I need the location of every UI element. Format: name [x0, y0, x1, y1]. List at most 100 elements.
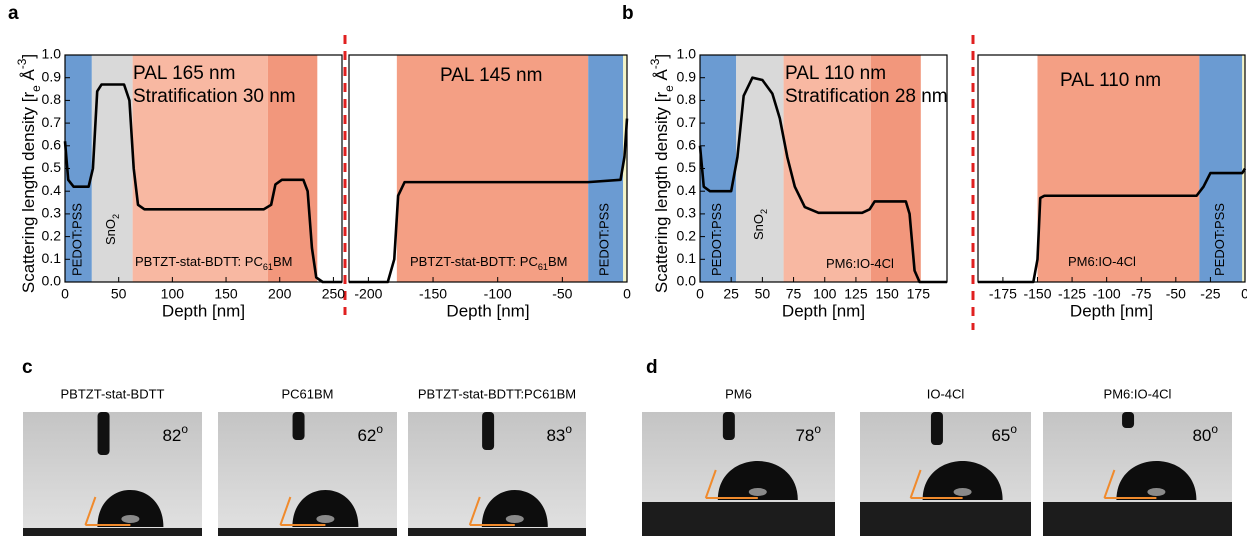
y-tick-label: 0.4 — [677, 182, 697, 198]
needle — [722, 412, 735, 440]
x-axis-label: Depth [nm] — [782, 301, 865, 320]
substrate — [1043, 502, 1232, 536]
layer-region — [1199, 55, 1243, 282]
text-part: 61 — [538, 262, 548, 272]
angle-value: 83 — [546, 426, 565, 445]
droplet-highlight — [316, 515, 335, 523]
photo-caption: PM6:IO-4Cl — [1104, 386, 1172, 401]
layer-region — [736, 55, 784, 282]
text-part: PAL 110 nm — [785, 63, 886, 84]
annotation: Stratification 30 nm — [133, 86, 296, 107]
layer-label: PEDOT:PSS — [597, 203, 612, 276]
x-tick-label: 125 — [844, 286, 868, 302]
angle-unit: o — [1010, 422, 1017, 436]
text-part: PM6:IO-4Cl — [1068, 254, 1136, 269]
droplet-highlight — [953, 488, 972, 496]
photo-caption: IO-4Cl — [927, 386, 965, 401]
y-tick-label: 0.1 — [677, 250, 697, 266]
x-tick-label: 100 — [813, 286, 837, 302]
x-tick-label: -75 — [1131, 286, 1151, 302]
x-tick-label: 250 — [322, 286, 346, 302]
text-part: ] — [19, 54, 38, 59]
text-part: BM — [273, 254, 293, 269]
x-tick-label: -100 — [484, 286, 512, 302]
droplet — [717, 461, 798, 500]
text-part: BM — [548, 254, 568, 269]
text-part: PAL 110 nm — [1060, 70, 1161, 91]
panel-label: c — [22, 357, 33, 378]
droplet — [292, 489, 359, 527]
angle-value: 80 — [1192, 426, 1211, 445]
droplet-highlight — [748, 488, 767, 496]
x-axis-label: Depth [nm] — [162, 301, 245, 320]
x-tick-label: 175 — [907, 286, 931, 302]
y-axis-label: Scattering length density [re Å-3] — [648, 54, 676, 293]
layer-region — [700, 55, 737, 282]
substrate — [408, 528, 586, 536]
text-part: e — [662, 85, 676, 92]
substrate — [860, 502, 1031, 536]
droplet-highlight — [1147, 488, 1166, 496]
text-part: PAL 165 nm — [133, 63, 235, 84]
needle — [292, 412, 305, 440]
droplet — [481, 489, 548, 527]
text-part: PBTZT-stat-BDTT: PC — [135, 254, 263, 269]
y-tick-label: 0.1 — [42, 250, 62, 266]
text-part: 2 — [112, 214, 122, 219]
angle-unit: o — [1211, 422, 1218, 436]
text-part: PEDOT:PSS — [710, 203, 725, 276]
y-tick-label: 0.2 — [677, 227, 697, 243]
angle-unit: o — [565, 422, 572, 436]
y-tick-label: 0.0 — [42, 273, 62, 289]
text-part: Stratification 28 nm — [785, 86, 948, 107]
text-part: -3 — [648, 58, 662, 69]
layer-label: PEDOT:PSS — [710, 203, 725, 276]
x-tick-label: 50 — [111, 286, 127, 302]
x-tick-label: -50 — [1166, 286, 1186, 302]
text-part: Å — [652, 69, 671, 86]
contact-angle: 62o — [357, 422, 383, 445]
annotation: PM6:IO-4Cl — [1068, 254, 1136, 269]
layer-label: PEDOT:PSS — [70, 203, 85, 276]
text-part: PBTZT-stat-BDTT: PC — [410, 254, 538, 269]
y-tick-label: 0.3 — [42, 205, 62, 221]
x-tick-label: -150 — [419, 286, 447, 302]
text-part: PAL 145 nm — [440, 65, 542, 86]
x-tick-label: 150 — [875, 286, 899, 302]
text-part: Stratification 30 nm — [133, 86, 296, 107]
substrate — [642, 502, 835, 536]
x-tick-label: -25 — [1200, 286, 1220, 302]
y-tick-label: 0.6 — [42, 137, 62, 153]
data-line — [698, 76, 947, 284]
layer-region — [588, 55, 624, 282]
y-tick-label: 0.5 — [677, 159, 697, 175]
angle-unit: o — [376, 422, 383, 436]
data-line — [63, 83, 342, 284]
tangent-marker — [84, 496, 97, 526]
layer-label: SnO2 — [751, 209, 769, 240]
annotation: PAL 110 nm — [1060, 70, 1161, 91]
layer-region — [396, 55, 589, 282]
text-part: PEDOT:PSS — [1212, 203, 1227, 276]
x-tick-label: 0 — [696, 286, 704, 302]
needle — [1122, 412, 1135, 428]
photo-caption: PBTZT-stat-BDTT — [61, 386, 165, 401]
text-part: SnO — [104, 219, 119, 245]
angle-unit: o — [814, 422, 821, 436]
plot-frame — [348, 54, 628, 283]
annotation: PBTZT-stat-BDTT: PC61BM — [410, 254, 567, 272]
x-tick-label: 25 — [723, 286, 739, 302]
x-tick-label: -125 — [1058, 286, 1086, 302]
annotation: Stratification 28 nm — [785, 86, 948, 107]
needle — [930, 412, 943, 445]
x-axis-label: Depth [nm] — [1070, 301, 1153, 320]
layer-label: PEDOT:PSS — [1212, 203, 1227, 276]
photo-caption: PC61BM — [281, 386, 333, 401]
panel-label: a — [8, 3, 19, 24]
substrate — [23, 528, 202, 536]
text-part: Å — [19, 69, 38, 86]
x-tick-label: 0 — [61, 286, 69, 302]
text-part: PEDOT:PSS — [70, 203, 85, 276]
contact-angle: 65o — [991, 422, 1017, 445]
droplet-highlight — [121, 515, 140, 523]
